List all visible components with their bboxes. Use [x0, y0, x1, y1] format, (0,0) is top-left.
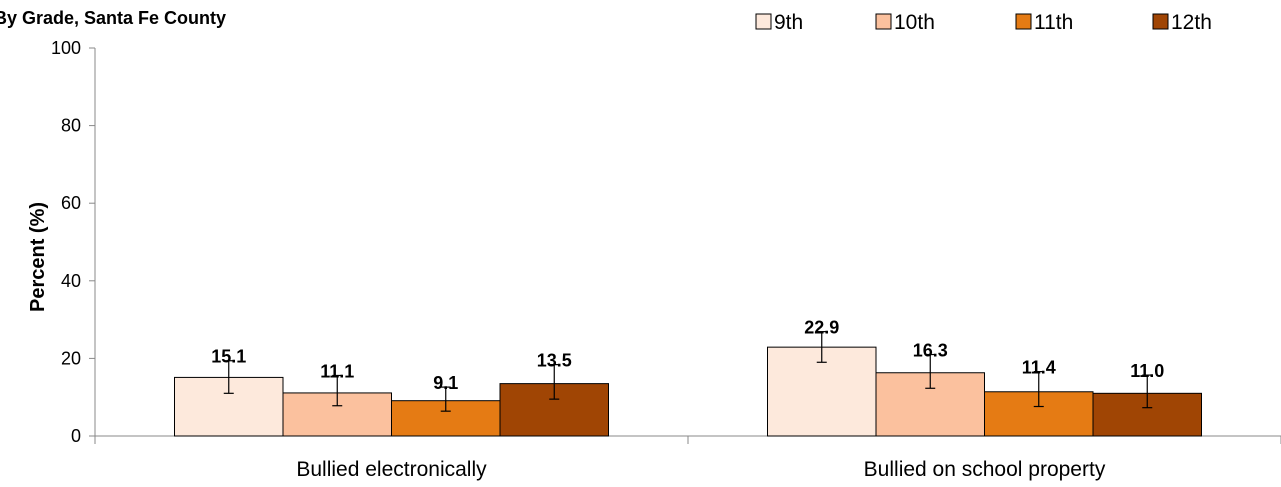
bar — [391, 400, 501, 437]
legend: 9th 10th 11th 12th — [755, 11, 1212, 34]
legend-swatch — [1015, 13, 1032, 30]
data-label: 11.0 — [1130, 361, 1164, 381]
y-ticks: 0 20 40 60 80 100 — [51, 38, 95, 446]
y-axis-label: Percent (%) — [27, 202, 49, 312]
chart-title: By Grade, Santa Fe County — [0, 8, 226, 28]
y-tick-label: 80 — [61, 116, 81, 136]
data-label: 11.4 — [1022, 358, 1056, 378]
category-label: Bullied on school property — [864, 458, 1106, 481]
category-labels: Bullied electronically Bullied on school … — [296, 458, 1105, 481]
legend-label: 10th — [894, 11, 935, 34]
legend-label: 9th — [774, 11, 803, 34]
data-label: 9.1 — [433, 373, 458, 393]
legend-label: 11th — [1034, 11, 1073, 34]
legend-label: 12th — [1171, 11, 1212, 34]
legend-swatch — [875, 13, 892, 30]
y-tick-label: 40 — [61, 271, 81, 291]
y-tick-label: 100 — [51, 38, 81, 58]
y-tick-label: 0 — [71, 426, 81, 446]
data-label: 22.9 — [804, 318, 839, 338]
error-bars — [223, 331, 1153, 412]
legend-swatch — [1152, 13, 1169, 30]
data-label: 11.1 — [320, 361, 354, 381]
data-label: 13.5 — [537, 351, 572, 371]
data-label: 15.1 — [211, 347, 246, 367]
data-labels: 15.1 11.1 9.1 13.5 22.9 16.3 11.4 11.0 — [211, 318, 1164, 393]
y-tick-label: 60 — [61, 193, 81, 213]
data-label: 16.3 — [913, 341, 948, 361]
category-label: Bullied electronically — [296, 458, 487, 481]
y-tick-label: 20 — [61, 348, 81, 368]
legend-swatch — [755, 13, 772, 30]
